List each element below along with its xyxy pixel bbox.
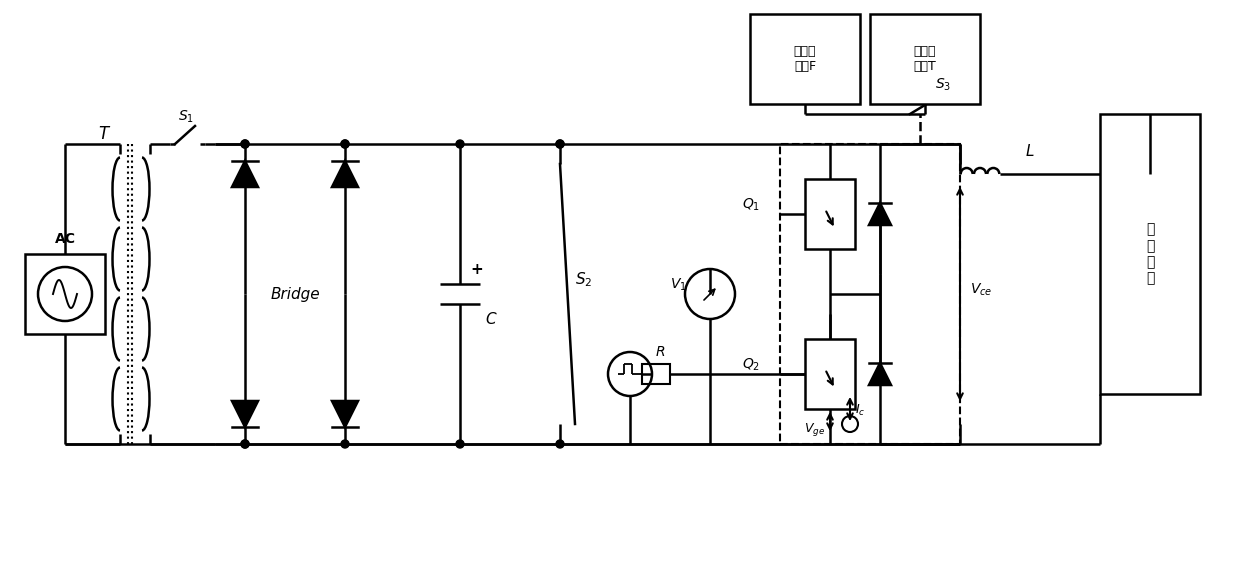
Text: $Q_2$: $Q_2$ xyxy=(742,357,760,373)
Bar xyxy=(870,14,980,104)
Text: $V_1$: $V_1$ xyxy=(670,277,687,293)
Circle shape xyxy=(456,440,464,448)
Text: $Q_1$: $Q_1$ xyxy=(742,197,760,213)
Text: $V_{ge}$: $V_{ge}$ xyxy=(804,420,825,437)
Text: $S_2$: $S_2$ xyxy=(575,270,593,288)
Bar xyxy=(780,144,960,444)
Text: 校
正
回
路: 校 正 回 路 xyxy=(1146,223,1154,286)
Polygon shape xyxy=(869,203,892,225)
Text: $I_c$: $I_c$ xyxy=(856,403,866,418)
Circle shape xyxy=(241,440,249,448)
Text: $V_{ce}$: $V_{ce}$ xyxy=(970,282,992,298)
Bar xyxy=(1100,114,1200,394)
Bar xyxy=(25,254,105,334)
Text: Bridge: Bridge xyxy=(270,287,320,301)
Text: AC: AC xyxy=(55,232,76,246)
Circle shape xyxy=(341,140,348,148)
Polygon shape xyxy=(332,161,358,187)
Circle shape xyxy=(241,440,249,448)
Circle shape xyxy=(556,140,564,148)
Text: $R$: $R$ xyxy=(655,345,666,359)
Circle shape xyxy=(556,140,564,148)
Circle shape xyxy=(456,140,464,148)
Circle shape xyxy=(341,440,348,448)
Polygon shape xyxy=(869,363,892,385)
Bar xyxy=(805,179,856,249)
Text: 温度传
感器T: 温度传 感器T xyxy=(914,45,936,73)
Bar xyxy=(750,14,861,104)
Text: $L$: $L$ xyxy=(1025,143,1035,159)
Polygon shape xyxy=(232,161,258,187)
Text: $S_1$: $S_1$ xyxy=(179,109,193,126)
Circle shape xyxy=(556,440,564,448)
Circle shape xyxy=(341,140,348,148)
Bar xyxy=(805,339,856,409)
Circle shape xyxy=(241,140,249,148)
Circle shape xyxy=(241,140,249,148)
Text: $C$: $C$ xyxy=(485,311,497,327)
Polygon shape xyxy=(332,401,358,427)
Text: +: + xyxy=(470,262,482,277)
Polygon shape xyxy=(232,401,258,427)
Text: $S_3$: $S_3$ xyxy=(935,77,951,93)
Text: 压力传
感器F: 压力传 感器F xyxy=(794,45,816,73)
Text: $T$: $T$ xyxy=(98,125,112,143)
Bar xyxy=(642,364,670,384)
